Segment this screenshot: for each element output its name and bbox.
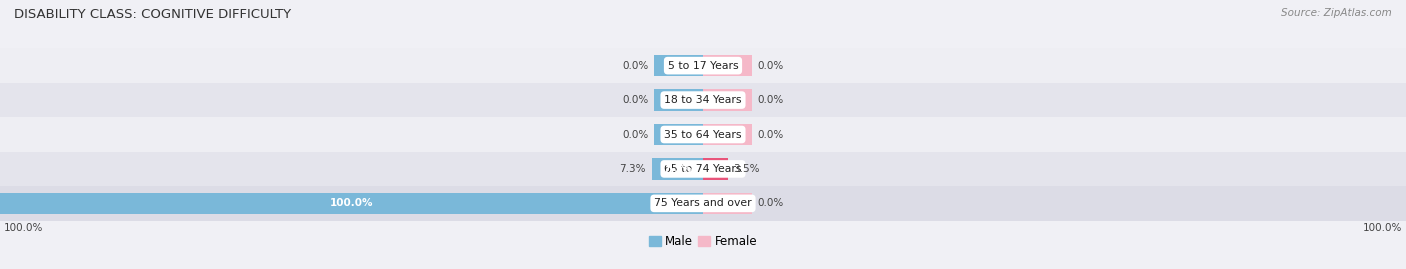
Text: 35 to 64 Years: 35 to 64 Years [664,129,742,140]
Text: 0.0%: 0.0% [758,61,785,71]
Bar [654,89,703,111]
Text: 3.5%: 3.5% [734,164,759,174]
Text: DISABILITY CLASS: COGNITIVE DIFFICULTY: DISABILITY CLASS: COGNITIVE DIFFICULTY [14,8,291,21]
Bar [703,158,728,180]
Bar [703,89,752,111]
Bar [0,152,1406,186]
Text: 0.0%: 0.0% [758,95,785,105]
Bar [703,193,752,214]
Text: 100.0%: 100.0% [1362,223,1403,233]
Text: 0.0%: 0.0% [621,129,648,140]
Text: 75 Years and over: 75 Years and over [654,198,752,208]
Bar [0,193,703,214]
Text: 100.0%: 100.0% [330,198,373,208]
Bar [0,117,1406,152]
Text: 0.0%: 0.0% [758,129,785,140]
Text: Source: ZipAtlas.com: Source: ZipAtlas.com [1281,8,1392,18]
Text: 7.3%: 7.3% [620,164,647,174]
Bar [0,48,1406,83]
Bar [0,186,1406,221]
Legend: Male, Female: Male, Female [644,230,762,253]
Text: 0.0%: 0.0% [621,95,648,105]
Bar [654,55,703,76]
Text: 0.0%: 0.0% [758,198,785,208]
Text: 100.0%: 100.0% [3,223,44,233]
Text: 65 to 74 Years: 65 to 74 Years [664,164,742,174]
Bar [654,124,703,145]
Bar [0,83,1406,117]
Text: 18 to 34 Years: 18 to 34 Years [664,95,742,105]
Text: 0.0%: 0.0% [621,61,648,71]
Bar [652,158,703,180]
Text: 5 to 17 Years: 5 to 17 Years [668,61,738,71]
Bar [703,55,752,76]
Text: 7.3%: 7.3% [662,164,692,174]
Bar [703,124,752,145]
